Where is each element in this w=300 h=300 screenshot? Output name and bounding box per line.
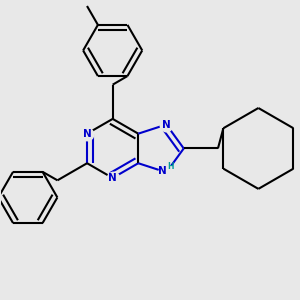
Text: N: N [83,129,92,139]
Text: N: N [108,173,117,183]
Text: H: H [167,162,173,171]
Text: N: N [162,119,171,130]
Text: N: N [158,166,166,176]
